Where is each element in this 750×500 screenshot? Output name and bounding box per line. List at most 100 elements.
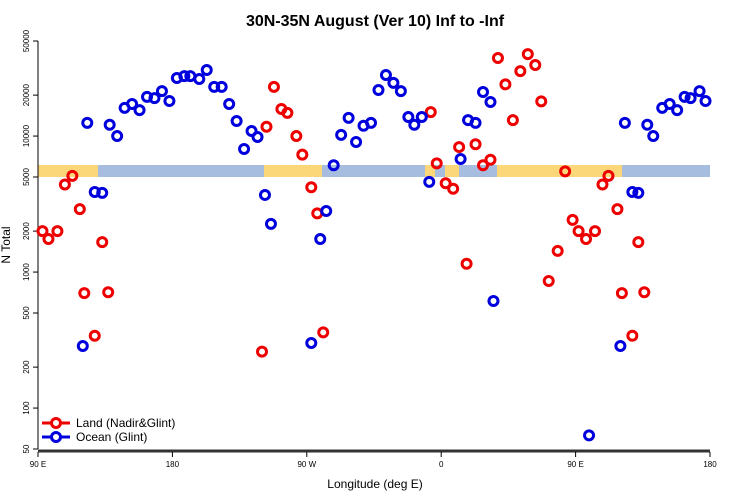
x-tick-label: 180 [166,460,180,469]
point [491,51,504,64]
y-tick-label: 50000 [22,29,31,52]
point [693,85,706,98]
point [394,85,407,98]
point [611,203,624,216]
point [238,143,251,156]
point [296,148,309,161]
point [626,185,639,198]
point [365,116,378,129]
point [583,429,596,442]
point [36,225,49,238]
point [327,159,340,172]
point [614,339,627,352]
point [350,136,363,149]
point [223,98,236,111]
y-tick-label: 2000 [22,222,31,240]
point [424,106,437,119]
point [96,186,109,199]
point [314,233,327,246]
x-tick-label: 0 [439,460,444,469]
point [335,128,348,141]
point [671,104,684,117]
point [379,69,392,82]
point [96,236,109,249]
y-tick-label: 1000 [22,263,31,281]
point [542,274,555,287]
point [580,233,593,246]
point [477,85,490,98]
point [699,95,712,108]
point [215,80,228,93]
point [551,244,564,257]
point [258,188,271,201]
point [387,76,400,89]
point [632,236,645,249]
point [320,205,333,218]
x-tick-label: 90 E [30,460,46,469]
y-tick-label: 500 [22,306,31,320]
map-strip [38,165,710,177]
point [208,80,221,93]
point [81,116,94,129]
point [602,169,615,182]
point [305,336,318,349]
point [469,116,482,129]
point [402,111,415,124]
legend-label: Ocean (Glint) [76,430,147,444]
point [281,106,294,119]
point [163,95,176,108]
x-axis-label: Longitude (deg E) [327,477,422,491]
point [647,130,660,143]
point [589,225,602,238]
point [51,225,64,238]
point [487,294,500,307]
point [626,329,639,342]
point [559,165,572,178]
point [103,118,116,131]
point [638,286,651,299]
point [415,111,428,124]
point [615,287,628,300]
legend-marker [50,417,62,429]
point [342,111,355,124]
point [73,203,86,216]
point [251,131,264,144]
point [535,95,548,108]
y-tick-label: 200 [22,360,31,374]
point [521,48,534,61]
point [193,72,206,85]
point [58,178,71,191]
chart-title: 30N-35N August (Ver 10) Inf to -Inf [246,13,505,30]
point [76,339,89,352]
point [256,345,268,358]
point [596,178,609,191]
point [469,138,482,151]
point [317,326,330,339]
point [663,98,676,111]
point [133,104,146,117]
point [42,233,55,246]
point [430,157,443,170]
point [484,153,497,166]
point [678,90,691,103]
point [245,124,258,137]
point [155,85,168,98]
y-tick-label: 100 [22,401,31,415]
point [506,114,519,127]
point [684,92,697,105]
y-axis-label: N Total [0,226,13,263]
y-tick-label: 20000 [22,83,31,106]
point [372,84,385,97]
y-tick-label: 5000 [22,168,31,186]
point [632,186,645,199]
point [66,169,79,182]
x-tick-label: 90 W [297,460,316,469]
point [264,217,277,230]
point [514,65,527,78]
point [230,115,243,128]
legend-label: Land (Nadir&Glint) [76,416,175,430]
point [290,130,303,143]
point [102,286,115,299]
y-tick-label: 10000 [22,124,31,147]
